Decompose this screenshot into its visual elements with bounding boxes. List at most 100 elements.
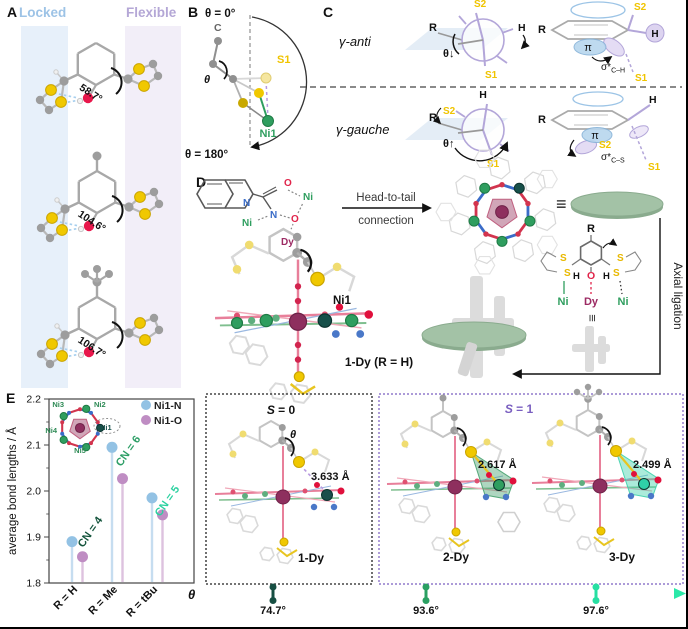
faded-ring <box>576 535 592 551</box>
s-atom <box>293 456 305 468</box>
h-atom <box>77 225 85 233</box>
s-atom <box>293 371 305 383</box>
ni-atom <box>344 313 359 328</box>
quinoline-outline <box>448 212 471 236</box>
flexible-label: Flexible <box>126 5 177 20</box>
faded-ring <box>593 536 611 554</box>
r-label: R <box>538 24 546 36</box>
s-atom <box>134 317 146 329</box>
faded-ring <box>289 383 312 404</box>
equiv-rotated-symbol: ≡ <box>585 314 600 322</box>
s-atom <box>465 446 477 458</box>
s-ni-bond <box>470 451 500 486</box>
theta-angle-arc <box>300 248 313 273</box>
r-label: R <box>429 112 437 124</box>
phenol-molecule-2 <box>36 151 164 243</box>
inset-ni5-label: Ni5 <box>74 446 86 455</box>
spin0-title: S = 0 <box>267 403 296 417</box>
sigma-star-label: σ*C–H <box>601 62 625 75</box>
lobe <box>629 125 649 139</box>
ni-atom <box>524 215 536 227</box>
theta-180-label: θ = 180° <box>185 149 229 161</box>
donation-arrow <box>591 56 613 65</box>
h-bond-dashed <box>53 92 79 99</box>
pyridine-ring <box>497 511 521 533</box>
faded-ring <box>244 343 269 367</box>
cn6-annotation: CN = 6 <box>114 434 144 469</box>
dy-atom <box>288 312 308 331</box>
theta-angle-arc <box>218 60 228 80</box>
h-orbital-circle <box>645 23 665 43</box>
faded-ring <box>556 503 576 523</box>
h-label: H <box>651 29 658 40</box>
quinoline-outline <box>534 208 557 232</box>
s1-label: S1 <box>277 54 290 66</box>
panel-e-label: E <box>6 390 15 406</box>
s1-label: S1 <box>485 70 498 81</box>
legend-dot-ni1n <box>141 400 151 410</box>
s-label: S <box>617 253 624 264</box>
rotation-arc <box>250 16 308 151</box>
complex-3dy-small <box>531 383 662 554</box>
ni1-atom <box>96 423 105 433</box>
dy-label: Dy <box>281 237 294 248</box>
s-atom <box>279 537 289 547</box>
theta-symbol: θ <box>290 429 296 441</box>
sigma-star-label: σ*C–S <box>601 152 625 165</box>
ni-label: Ni <box>303 192 313 203</box>
ni1-atom <box>317 313 333 328</box>
ni-atom <box>479 182 491 194</box>
x-category-label: R = Me <box>86 584 120 618</box>
dy-atom <box>74 422 86 434</box>
s-label: S <box>613 268 620 279</box>
theta-tick-1-label: 74.7° <box>260 605 286 617</box>
faded-ring <box>431 536 447 552</box>
h-atom <box>54 197 60 203</box>
panel-c: C γ-anti R S2 S1 H θ↓ R π σ*C–H H <box>300 0 682 173</box>
y-tick-label: 2.0 <box>26 486 41 498</box>
faded-ring <box>543 496 561 514</box>
pi-cloud-outline <box>572 91 624 107</box>
faded-ring <box>239 514 259 534</box>
faded-ring <box>276 547 294 565</box>
o-atom <box>486 472 492 478</box>
theta-angle-arc <box>601 426 612 446</box>
quinoline-outline <box>536 235 558 255</box>
theta-0-label: θ = 0° <box>205 8 236 20</box>
s-ni-bond <box>615 450 645 485</box>
ni-label: Ni <box>242 218 252 229</box>
ni-atom <box>59 412 68 421</box>
connection-text: connection <box>358 215 414 227</box>
complex-2dy-small <box>386 394 521 555</box>
x-category-label: R = H <box>52 584 81 613</box>
ni1-label: Ni1 <box>333 295 352 307</box>
data-point-Ni1-N <box>106 441 118 453</box>
s-atom <box>56 350 68 362</box>
ni-label: Ni <box>558 296 569 308</box>
quinoline-outline <box>474 256 496 275</box>
n-atom <box>482 493 490 501</box>
n-atom <box>310 503 318 511</box>
benzene-ring <box>430 409 456 439</box>
h-atom <box>53 69 59 75</box>
ni-atom <box>468 215 480 227</box>
theta-tick-2-label: 93.6° <box>413 605 439 617</box>
s-atom <box>133 63 145 75</box>
panel-e: E average bond lengths / Å 1.8 1.9 2.0 2.1 2… <box>6 383 686 620</box>
theta-down-label: θ↓ <box>443 48 454 60</box>
s1-label: S1 <box>648 162 661 173</box>
ni1-label: Ni1 <box>259 128 276 140</box>
s-atom <box>596 526 606 536</box>
legend-label-ni1n: Ni1-N <box>154 400 181 412</box>
s-atom <box>46 212 58 224</box>
n-atom <box>627 492 635 500</box>
o-atom <box>83 220 95 232</box>
sigma-star-lobe <box>603 37 625 57</box>
n-label: N <box>243 198 250 209</box>
s-atom <box>55 96 67 108</box>
inset-metallacrown <box>59 404 105 452</box>
quinoline-outline <box>536 169 558 189</box>
ni1-atom <box>513 182 525 194</box>
